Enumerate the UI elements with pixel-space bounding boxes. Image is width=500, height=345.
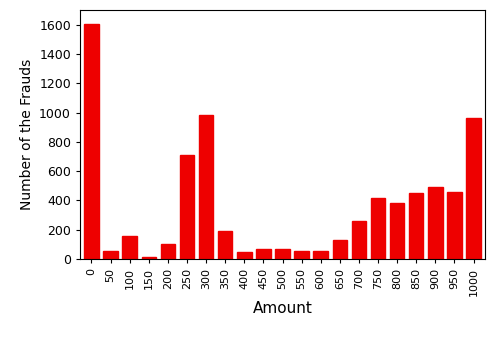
Bar (160, 244, 175, 259)
X-axis label: Amount: Amount (252, 301, 312, 316)
Bar (275, 249, 290, 259)
Bar (199, 115, 214, 259)
Y-axis label: Number of the Frauds: Number of the Frauds (20, 59, 34, 210)
Bar (180, 155, 194, 259)
Bar (294, 251, 309, 259)
Bar (390, 203, 404, 259)
Bar (428, 187, 442, 259)
Bar (237, 252, 252, 259)
Bar (218, 231, 232, 259)
Bar (371, 198, 386, 259)
Bar (104, 251, 118, 259)
Bar (314, 252, 328, 259)
Bar (84, 24, 98, 259)
Bar (409, 193, 424, 259)
Bar (122, 236, 137, 259)
Bar (447, 192, 462, 259)
Bar (466, 118, 481, 259)
Bar (256, 248, 270, 259)
Bar (352, 221, 366, 259)
Bar (332, 240, 347, 259)
Bar (142, 257, 156, 259)
